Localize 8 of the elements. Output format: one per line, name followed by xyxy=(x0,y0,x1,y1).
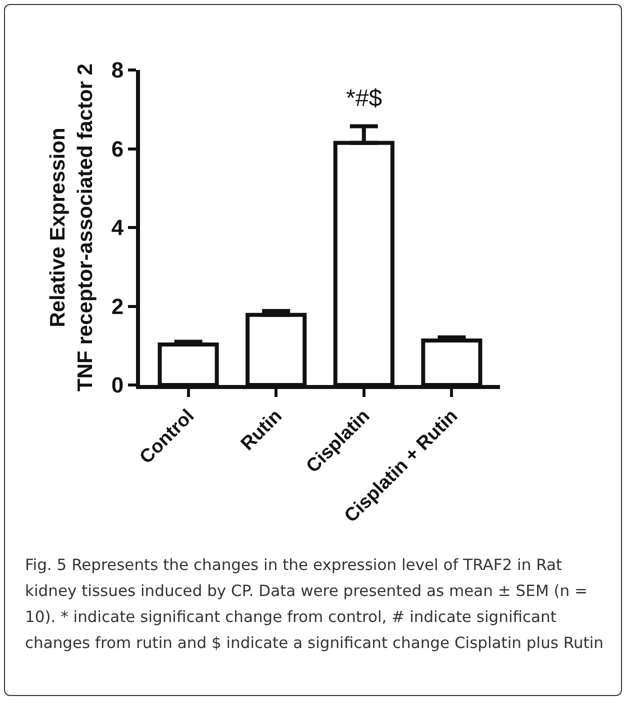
y-tick-label: 8 xyxy=(111,58,124,83)
y-tick-label: 2 xyxy=(111,294,124,319)
y-tick-label: 0 xyxy=(111,372,124,398)
annotation: *#$ xyxy=(346,85,382,112)
y-axis-title: Relative Expression TNF receptor-associated factor 2 xyxy=(46,64,97,392)
y-tick-label: 6 xyxy=(111,136,124,162)
y-tick-label: 4 xyxy=(111,215,124,240)
caption: Fig. 5 Represents the changes in the expression level of TRAF2 in Rat kidney tissues induced by CP. Data were presented as mean ± SEM (n = 10). * indicate significant change from control, # indicate significant changes from rutin and $ indicate a significant change Cisplatin plus Rutin xyxy=(25,555,605,654)
